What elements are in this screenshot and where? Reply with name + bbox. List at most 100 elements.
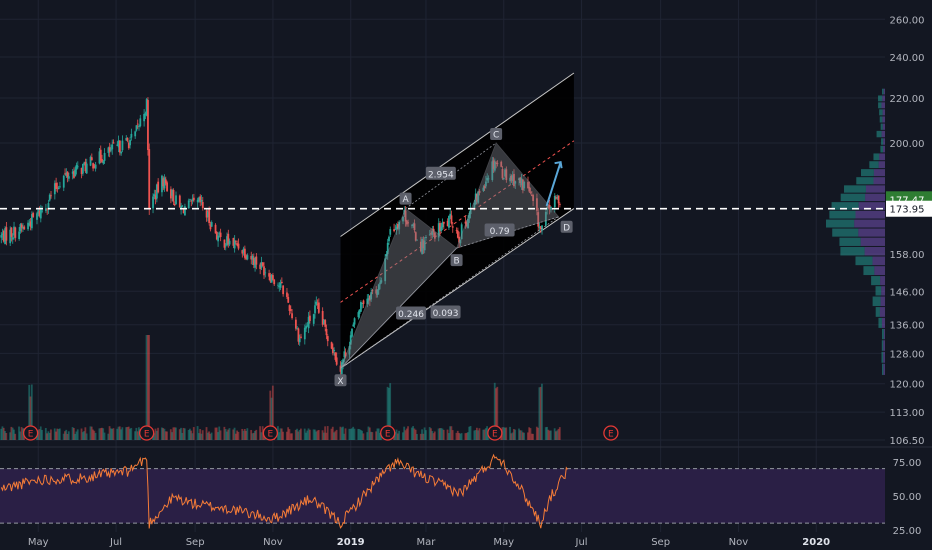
time-tick-label: Jul xyxy=(575,537,588,548)
volume-bar xyxy=(136,431,139,440)
volume-bar xyxy=(208,431,210,440)
candle-body xyxy=(66,171,69,178)
volume-bar xyxy=(296,428,298,440)
profile-bar xyxy=(839,237,861,246)
volume-bar xyxy=(348,428,351,440)
candle-body xyxy=(473,202,476,209)
volume-bar xyxy=(254,430,256,440)
volume-bar xyxy=(450,426,453,440)
volume-bar xyxy=(13,429,15,440)
volume-bar xyxy=(446,429,449,440)
candle-body xyxy=(280,281,283,284)
earnings-marker-icon xyxy=(603,425,619,441)
candle-body xyxy=(242,248,245,253)
volume-bar xyxy=(75,431,78,440)
candle-body xyxy=(139,118,142,127)
volume-bar xyxy=(205,427,208,440)
candle-body xyxy=(62,175,65,188)
volume-bar xyxy=(447,433,450,440)
volume-bar xyxy=(41,429,43,440)
volume-bar xyxy=(428,427,431,440)
profile-bar xyxy=(855,210,885,219)
volume-bar xyxy=(214,427,217,440)
volume-bar xyxy=(335,429,338,440)
candle-body xyxy=(339,365,342,372)
volume-bar xyxy=(178,429,181,440)
profile-bar xyxy=(858,202,885,210)
volume-bar xyxy=(459,433,462,440)
volume-bar xyxy=(343,433,346,440)
earnings-marker-letter: E xyxy=(144,430,150,440)
volume-bar xyxy=(449,426,452,440)
earnings-marker-letter: E xyxy=(268,430,274,440)
volume-bar xyxy=(71,427,74,440)
profile-bar xyxy=(880,123,883,130)
candle-body xyxy=(0,235,3,238)
profile-bar xyxy=(876,130,882,138)
profile-bar xyxy=(883,88,885,95)
candle-body xyxy=(482,187,485,191)
profile-bar xyxy=(869,161,879,169)
price-tick-label: 240.00 xyxy=(890,53,925,64)
profile-bar xyxy=(883,138,885,145)
volume-bar xyxy=(371,432,374,440)
candle-body xyxy=(250,255,253,260)
candle-body xyxy=(56,187,59,189)
candle-body xyxy=(36,213,38,220)
volume-bar xyxy=(456,430,459,440)
candle-body xyxy=(138,125,140,127)
volume-bar xyxy=(108,426,111,440)
candle-body xyxy=(47,203,50,209)
volume-bar xyxy=(146,335,149,440)
volume-bar xyxy=(4,430,6,440)
candle-body xyxy=(487,178,490,180)
volume-bar xyxy=(547,429,550,440)
harmonic-pattern: X A B C D 2.954 0.246 0.093 0.79 xyxy=(334,127,573,387)
candle-body xyxy=(485,181,487,187)
profile-bar xyxy=(882,123,885,130)
volume-bar xyxy=(325,432,328,440)
candle-body xyxy=(117,140,120,148)
price-tick-label: 120.00 xyxy=(890,380,925,391)
volume-bar xyxy=(410,427,413,440)
candle-body xyxy=(324,320,327,327)
volume-bar xyxy=(358,429,361,440)
volume-bar xyxy=(433,431,436,440)
profile-bar xyxy=(881,286,885,296)
profile-bar xyxy=(879,116,883,123)
volume-bar xyxy=(18,426,20,440)
price-tick-label: 260.00 xyxy=(890,15,925,26)
earnings-marker-icon xyxy=(380,425,396,441)
volume-bar xyxy=(14,433,17,440)
candle-body xyxy=(162,178,165,187)
volume-bar xyxy=(353,428,356,440)
candle-body xyxy=(527,182,529,189)
candle-body xyxy=(261,262,264,266)
candle-body xyxy=(432,228,435,233)
candle-body xyxy=(486,177,489,181)
volume-bar xyxy=(431,431,434,440)
candle-body xyxy=(370,292,373,300)
volume-bar xyxy=(303,428,306,440)
candle-body xyxy=(127,142,130,149)
volume-bar xyxy=(0,428,3,440)
volume-bar xyxy=(437,428,440,440)
profile-bar xyxy=(881,102,885,109)
volume-bar xyxy=(121,427,124,440)
candle-body xyxy=(111,144,114,150)
volume-bar xyxy=(93,430,96,440)
volume-bar xyxy=(367,426,370,440)
candle-body xyxy=(520,178,523,186)
candle-body xyxy=(169,189,172,199)
price-tick-label: 106.50 xyxy=(890,436,925,447)
pattern-point-box-b xyxy=(450,254,463,267)
candle-body xyxy=(98,151,101,164)
volume-bar xyxy=(64,431,66,440)
volume-bar xyxy=(116,428,119,440)
candle-body xyxy=(468,213,471,219)
candle-body xyxy=(335,357,338,365)
volume-bar xyxy=(282,431,284,440)
candle-body xyxy=(154,195,157,200)
candle-body xyxy=(4,228,7,245)
